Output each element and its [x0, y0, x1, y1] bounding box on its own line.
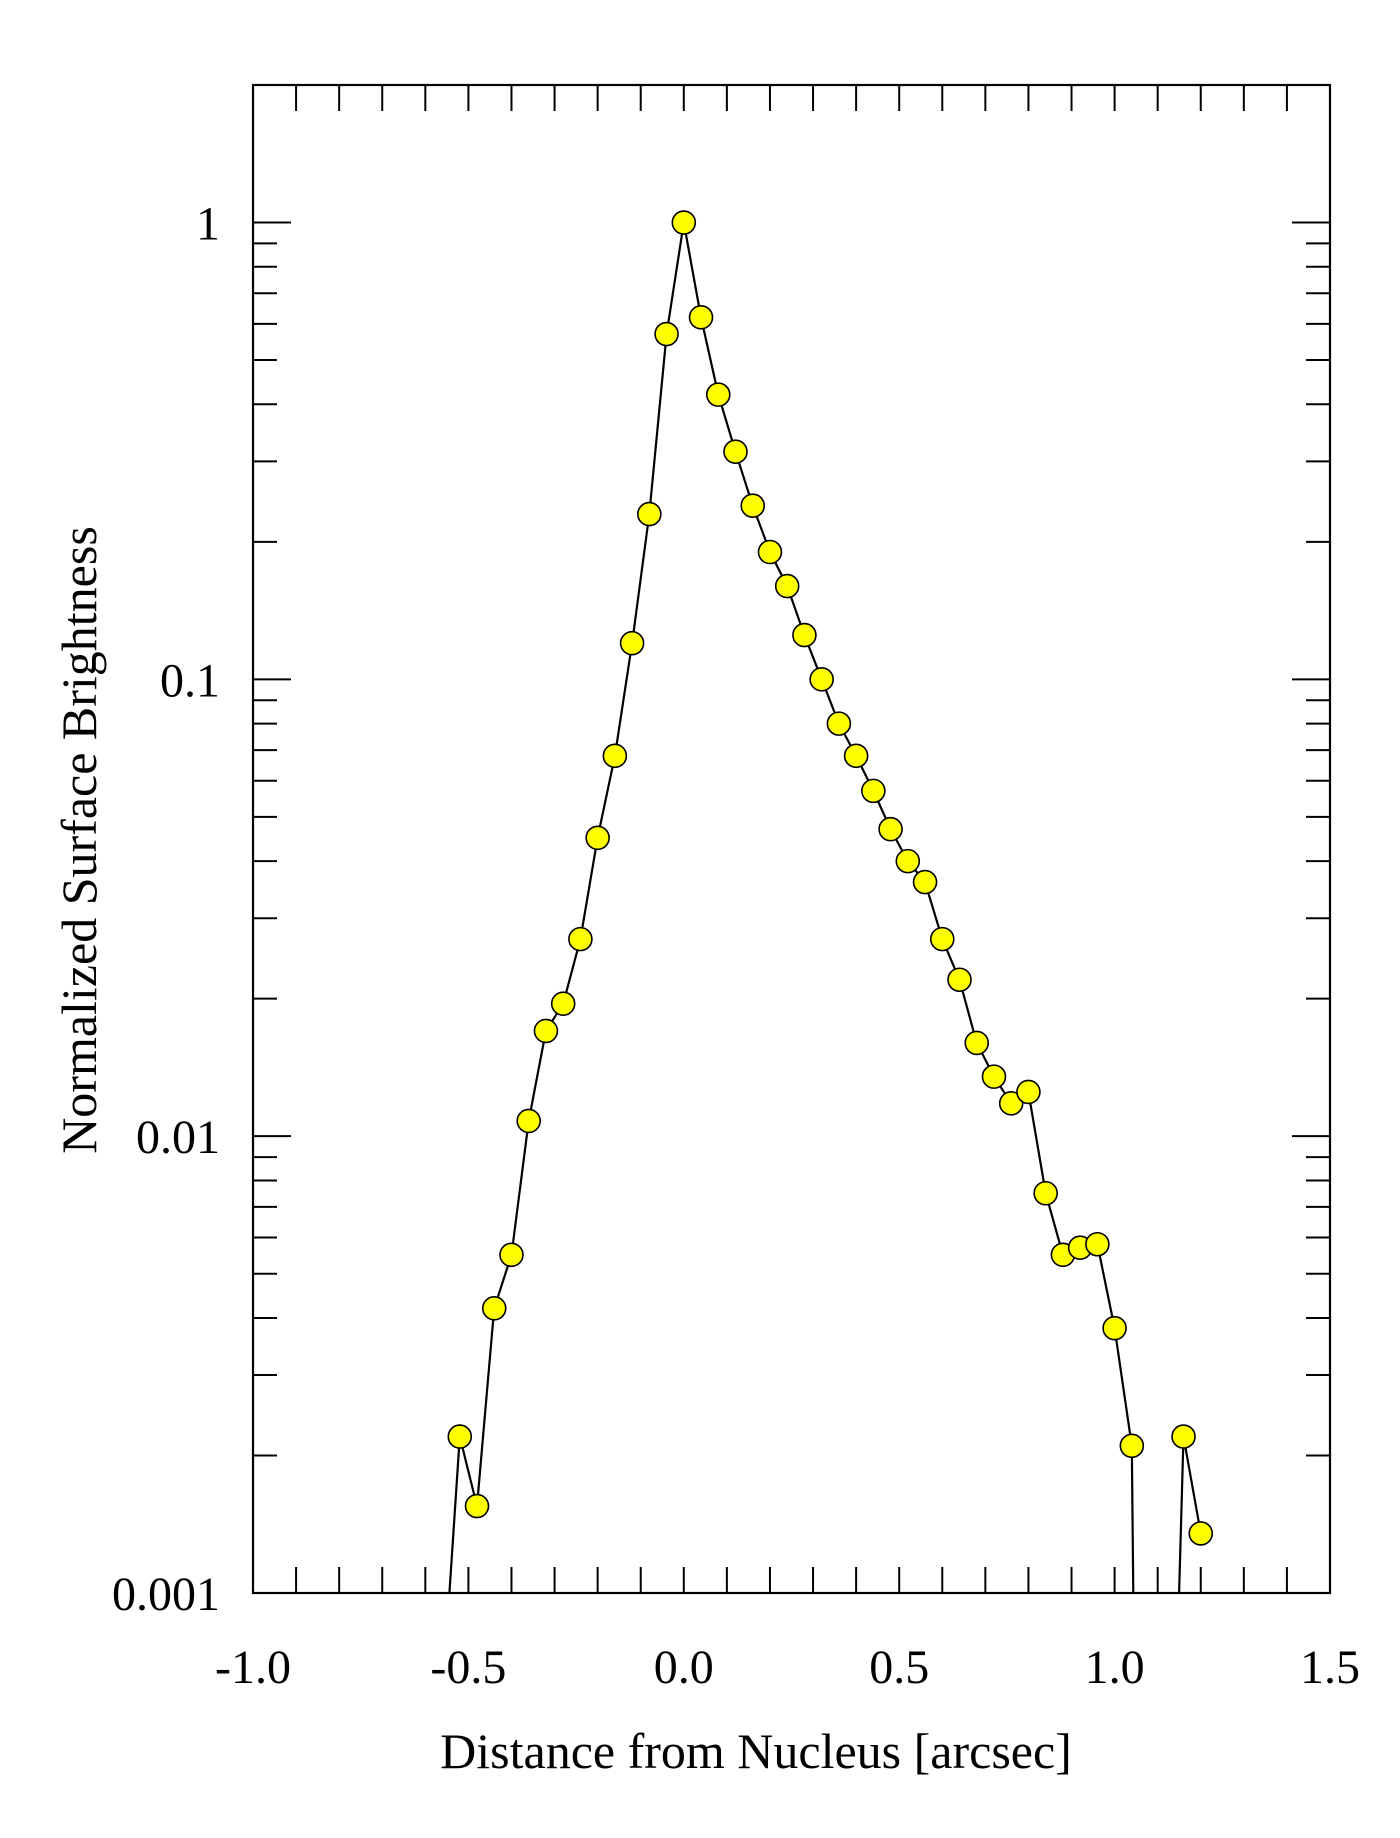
data-point	[1102, 1315, 1127, 1341]
data-point	[447, 1424, 473, 1449]
data-point	[774, 573, 800, 599]
x-tick-label: 0.0	[654, 1641, 714, 1694]
data-point	[705, 382, 731, 407]
y-tick-label: 0.001	[112, 1568, 220, 1621]
x-tick-label: 1.0	[1085, 1641, 1145, 1694]
data-point	[602, 743, 628, 769]
data-point	[1119, 1433, 1145, 1459]
data-point	[740, 493, 766, 518]
data-point	[878, 816, 903, 842]
data-point	[912, 869, 938, 895]
data-point	[550, 991, 576, 1016]
data-point	[929, 926, 955, 952]
data-point	[1188, 1521, 1214, 1546]
data-point	[688, 305, 714, 330]
data-point	[637, 501, 662, 527]
data-point	[809, 667, 834, 692]
x-tick-label: 1.5	[1300, 1641, 1360, 1694]
data-point	[516, 1108, 542, 1134]
series-group	[447, 210, 1214, 1593]
y-axis-title: Normalized Surface Brightness	[51, 526, 107, 1154]
data-point	[757, 539, 783, 565]
plot-frame	[251, 83, 1332, 1595]
data-point	[1033, 1180, 1058, 1206]
data-point	[481, 1295, 507, 1321]
data-point	[861, 778, 886, 804]
data-point	[826, 711, 852, 736]
data-point	[568, 926, 593, 952]
data-point	[792, 622, 817, 648]
y-tick-label: 0.1	[160, 654, 220, 707]
data-point	[654, 321, 679, 347]
y-tick-label: 1	[196, 198, 220, 251]
data-point	[947, 967, 972, 993]
data-point	[843, 743, 869, 769]
x-axis-title: Distance from Nucleus [arcsec]	[440, 1723, 1072, 1779]
data-point	[723, 439, 748, 465]
series-line	[448, 222, 1135, 1593]
data-point	[533, 1018, 559, 1044]
y-tick-label: 0.01	[136, 1111, 220, 1164]
data-point	[1016, 1079, 1041, 1105]
data-point	[895, 848, 921, 874]
data-point	[1171, 1424, 1196, 1449]
data-point	[619, 630, 645, 656]
x-tick-label: -1.0	[215, 1641, 291, 1694]
series-line	[1177, 1436, 1202, 1593]
data-point	[981, 1064, 1007, 1089]
data-point	[671, 210, 697, 235]
data-point	[464, 1493, 490, 1519]
data-point	[964, 1030, 990, 1056]
data-point	[1085, 1231, 1110, 1257]
x-tick-label: -0.5	[430, 1641, 506, 1694]
data-point	[585, 825, 610, 851]
axes-group: -1.0 -0.5 0.0 0.5 1.0 1.5 0.001 0.01 0.1 1	[112, 83, 1360, 1694]
data-point	[499, 1242, 524, 1268]
x-tick-label: 0.5	[869, 1641, 929, 1694]
data-point	[998, 1091, 1024, 1116]
